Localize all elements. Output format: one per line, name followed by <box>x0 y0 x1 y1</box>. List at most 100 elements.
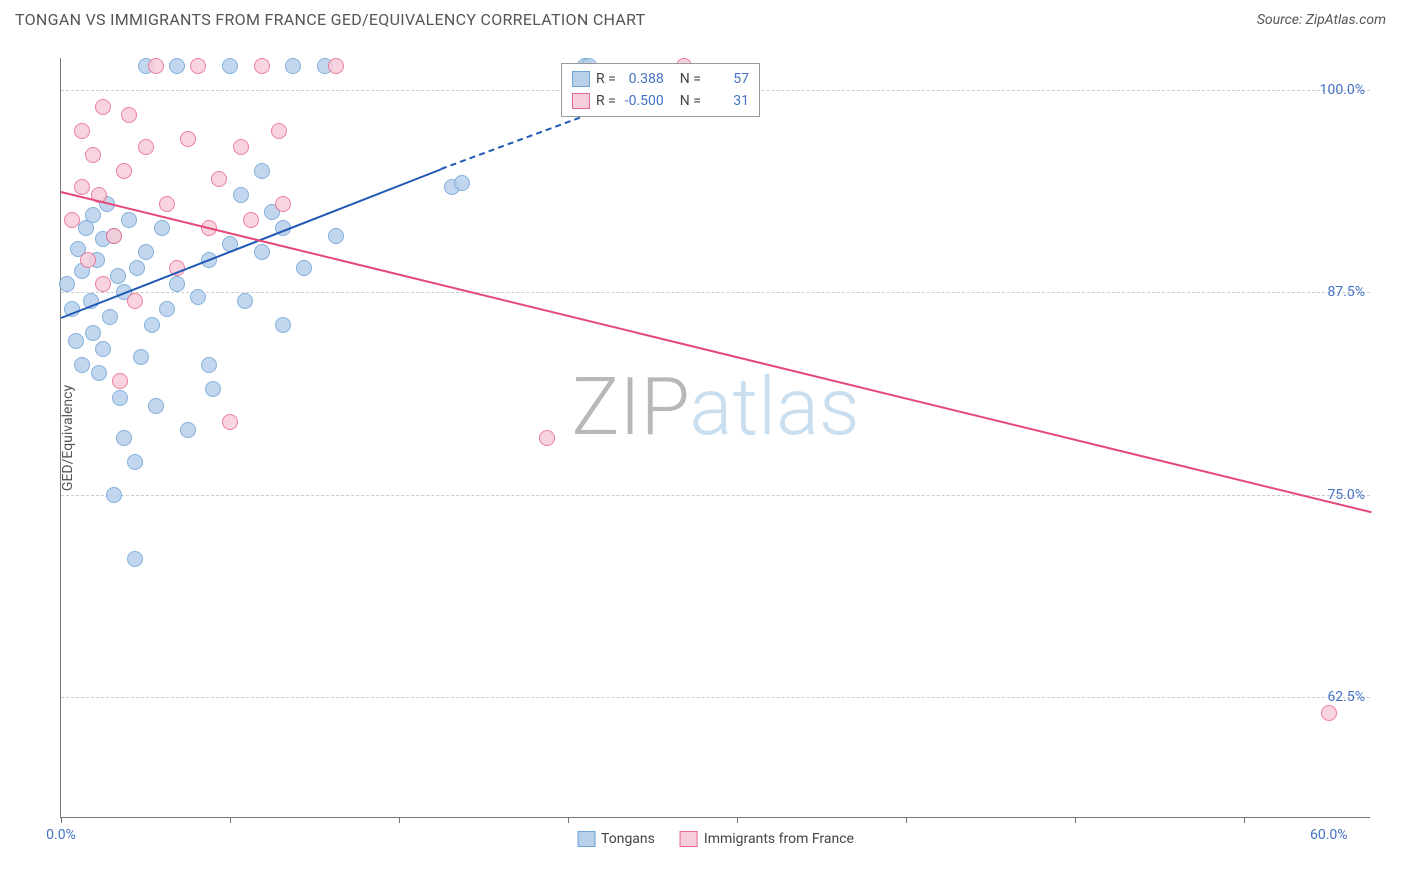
scatter-point <box>68 333 84 349</box>
scatter-point <box>74 123 90 139</box>
x-tick <box>230 817 231 823</box>
scatter-point <box>254 58 270 74</box>
x-tick <box>61 817 62 823</box>
scatter-point <box>64 212 80 228</box>
scatter-point <box>138 244 154 260</box>
scatter-point <box>74 179 90 195</box>
scatter-point <box>328 228 344 244</box>
scatter-point <box>169 276 185 292</box>
scatter-point <box>154 220 170 236</box>
scatter-point <box>190 289 206 305</box>
scatter-point <box>222 58 238 74</box>
legend-r-value: -0.500 <box>622 93 664 109</box>
x-tick <box>1244 817 1245 823</box>
scatter-point <box>74 357 90 373</box>
correlation-legend: R = 0.388 N = 57 R = -0.500 N = 31 <box>561 63 760 117</box>
scatter-point <box>133 349 149 365</box>
x-tick-label: 60.0% <box>1310 827 1348 843</box>
scatter-point <box>159 196 175 212</box>
scatter-point <box>85 207 101 223</box>
scatter-point <box>95 341 111 357</box>
scatter-point <box>237 293 253 309</box>
scatter-point <box>116 163 132 179</box>
series-legend: Tongans Immigrants from France <box>577 831 854 847</box>
legend-row: R = -0.500 N = 31 <box>572 90 749 112</box>
scatter-point <box>106 228 122 244</box>
scatter-point <box>85 147 101 163</box>
scatter-point <box>59 276 75 292</box>
scatter-point <box>112 373 128 389</box>
gridline <box>61 495 1370 496</box>
scatter-point <box>121 107 137 123</box>
y-tick-label: 62.5% <box>1327 689 1365 705</box>
x-tick <box>906 817 907 823</box>
y-tick-label: 100.0% <box>1320 82 1365 98</box>
y-tick-label: 75.0% <box>1327 487 1365 503</box>
x-tick-label: 0.0% <box>46 827 76 843</box>
scatter-point <box>233 187 249 203</box>
scatter-point <box>296 260 312 276</box>
source-label: Source: ZipAtlas.com <box>1257 12 1386 28</box>
scatter-point <box>95 276 111 292</box>
scatter-point <box>201 357 217 373</box>
scatter-point <box>233 139 249 155</box>
legend-row: R = 0.388 N = 57 <box>572 68 749 90</box>
legend-n-label: N = <box>680 71 701 87</box>
scatter-point <box>138 139 154 155</box>
header: TONGAN VS IMMIGRANTS FROM FRANCE GED/EQU… <box>0 0 1406 39</box>
legend-r-label: R = <box>596 71 616 87</box>
scatter-point <box>539 430 555 446</box>
legend-n-value: 57 <box>707 71 749 87</box>
legend-item: Tongans <box>577 831 655 847</box>
scatter-point <box>254 163 270 179</box>
scatter-point <box>222 414 238 430</box>
scatter-point <box>106 487 122 503</box>
scatter-point <box>254 244 270 260</box>
scatter-point <box>85 325 101 341</box>
watermark-zip: ZIP <box>571 360 689 454</box>
legend-label: Immigrants from France <box>704 831 854 847</box>
scatter-point <box>91 365 107 381</box>
legend-r-value: 0.388 <box>622 71 664 87</box>
scatter-point <box>116 430 132 446</box>
scatter-point <box>112 390 128 406</box>
scatter-point <box>169 58 185 74</box>
scatter-point <box>110 268 126 284</box>
legend-n-label: N = <box>680 93 701 109</box>
legend-swatch <box>572 71 590 87</box>
scatter-point <box>454 175 470 191</box>
chart-container: GED/Equivalency ZIPatlas R =0.388N =57R … <box>35 48 1385 828</box>
scatter-point <box>1321 705 1337 721</box>
scatter-point <box>129 260 145 276</box>
scatter-point <box>148 398 164 414</box>
watermark-atlas: atlas <box>690 360 860 454</box>
plot-area: ZIPatlas R =0.388N =57R =-0.500N =31 Ton… <box>60 58 1370 818</box>
scatter-point <box>180 131 196 147</box>
x-tick <box>1075 817 1076 823</box>
x-tick <box>568 817 569 823</box>
scatter-point <box>121 212 137 228</box>
trend-line <box>61 191 1371 513</box>
scatter-point <box>127 551 143 567</box>
scatter-point <box>180 422 196 438</box>
x-tick <box>399 817 400 823</box>
scatter-point <box>95 99 111 115</box>
legend-item: Immigrants from France <box>680 831 854 847</box>
chart-title: TONGAN VS IMMIGRANTS FROM FRANCE GED/EQU… <box>15 10 646 29</box>
scatter-point <box>127 454 143 470</box>
gridline <box>61 292 1370 293</box>
legend-n-value: 31 <box>707 93 749 109</box>
legend-swatch <box>577 831 595 847</box>
legend-swatch <box>572 93 590 109</box>
scatter-point <box>328 58 344 74</box>
y-tick-label: 87.5% <box>1327 284 1365 300</box>
scatter-point <box>275 317 291 333</box>
legend-swatch <box>680 831 698 847</box>
scatter-point <box>243 212 259 228</box>
legend-r-label: R = <box>596 93 616 109</box>
scatter-point <box>144 317 160 333</box>
scatter-point <box>102 309 118 325</box>
scatter-point <box>148 58 164 74</box>
watermark: ZIPatlas <box>571 360 859 454</box>
scatter-point <box>211 171 227 187</box>
